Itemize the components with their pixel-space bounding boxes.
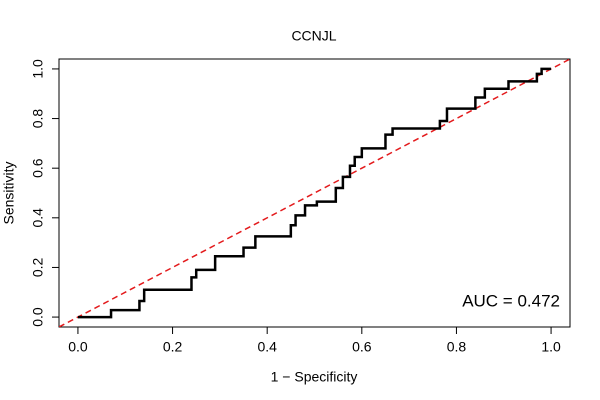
reference-line (59, 59, 570, 327)
y-tick-label: 0.6 (30, 158, 46, 178)
y-tick-label: 0.0 (30, 307, 46, 327)
y-tick-label: 0.4 (30, 208, 46, 228)
x-tick-label: 1.0 (541, 339, 561, 355)
x-tick-label: 0.0 (68, 339, 88, 355)
chart-title: CCNJL (291, 28, 336, 44)
x-tick-label: 0.6 (352, 339, 372, 355)
roc-curve (77, 67, 552, 319)
y-tick-label: 0.8 (30, 109, 46, 129)
annotation: AUC = 0.472 (462, 291, 560, 310)
y-axis-label: Sensitivity (1, 161, 17, 224)
x-axis-label: 1 − Specificity (271, 369, 358, 385)
plot-frame (58, 58, 571, 328)
x-tick-label: 0.2 (163, 339, 183, 355)
x-tick-label: 0.4 (257, 339, 277, 355)
y-tick-label: 1.0 (30, 59, 46, 79)
x-tick-label: 0.8 (447, 339, 467, 355)
y-tick-label: 0.2 (30, 258, 46, 278)
